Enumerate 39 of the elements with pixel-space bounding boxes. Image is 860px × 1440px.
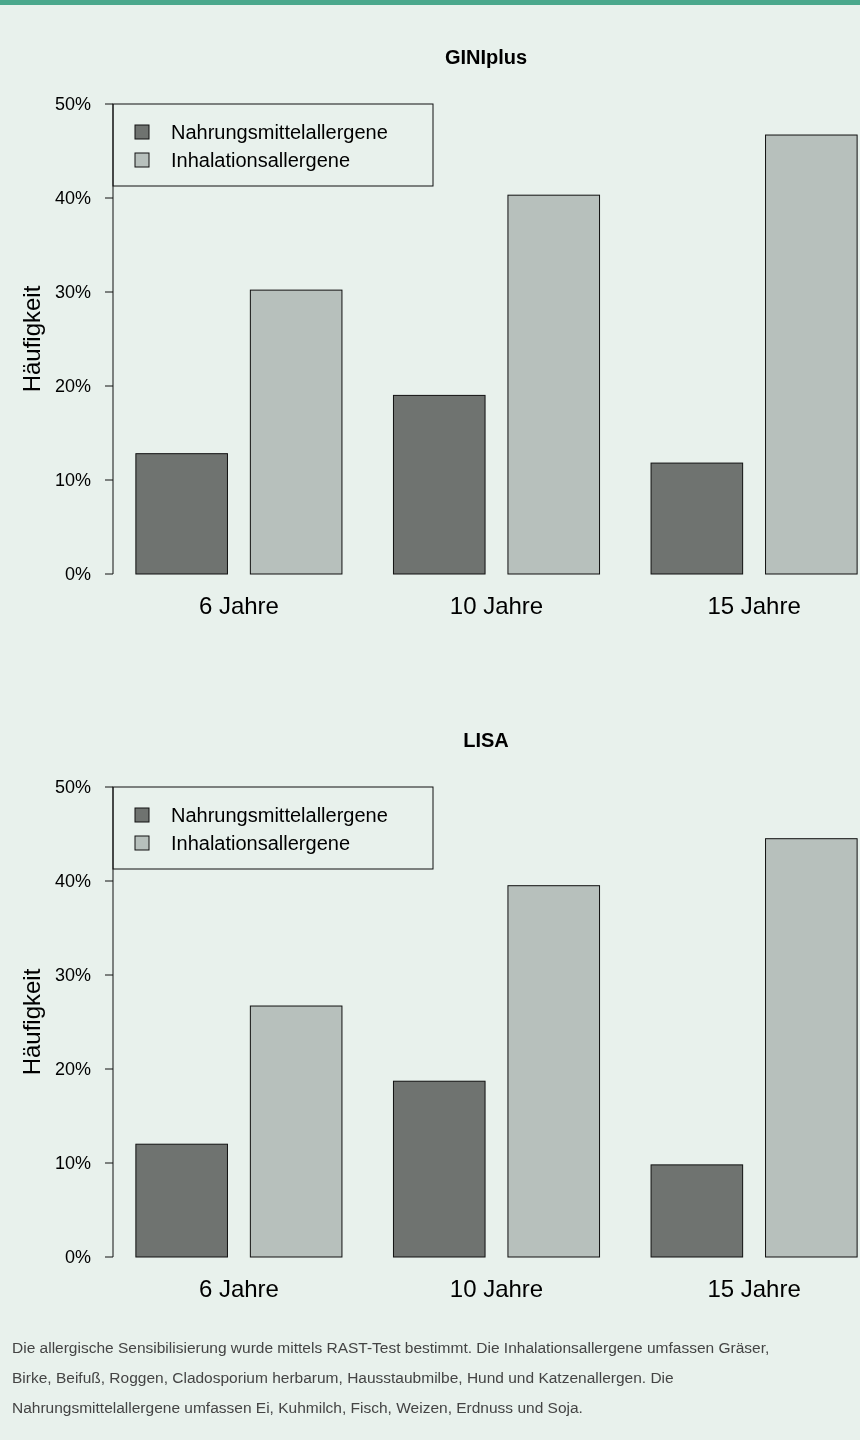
y-tick-label: 0% — [64, 1247, 91, 1268]
y-tick-label: 40% — [54, 188, 91, 209]
y-tick-label: 0% — [64, 564, 91, 585]
y-tick-label: 30% — [54, 965, 91, 986]
legend-label: Inhalationsallergene — [171, 832, 351, 854]
x-tick-label: 10 Jahre — [449, 592, 544, 619]
legend-label: Inhalationsallergene — [171, 149, 351, 171]
x-tick-label: 15 Jahre — [707, 1275, 801, 1302]
chart-title: LISA — [463, 729, 509, 751]
bar — [392, 1080, 486, 1258]
x-tick-label: 10 Jahre — [449, 1275, 544, 1302]
bar — [135, 453, 228, 575]
x-tick-label: 6 Jahre — [198, 592, 279, 619]
bar — [765, 838, 858, 1258]
bar — [249, 1005, 343, 1258]
y-tick-label: 10% — [54, 470, 91, 491]
bar — [765, 134, 858, 575]
y-tick-label: 20% — [54, 376, 91, 397]
bar — [507, 194, 601, 575]
text: Die allergische Sensibilisierung wurde mittels RAST-Test bestimmt. Die Inhalationsallergene umfassen Gräser, Birke, Beifuß, Roggen, Cladosporium herbarum, Hausstaubmilbe, Hund und Katzenallergen. Die Nahrungsmittelallergene umfassen Ei, Kuhmilch, Fisch, Weizen, Erdnuss und Soja. — [12, 1339, 770, 1416]
y-axis-title: Häufigkeit — [18, 285, 45, 393]
bar — [650, 462, 744, 575]
y-tick-label: 20% — [54, 1059, 91, 1080]
x-tick-label: 6 Jahre — [198, 1275, 279, 1302]
bar — [135, 1143, 228, 1258]
y-tick-label: 40% — [54, 871, 91, 892]
legend-label: Nahrungsmittelallergene — [171, 121, 388, 143]
y-tick-label: 30% — [54, 282, 91, 303]
y-axis-title: Häufigkeit — [18, 968, 45, 1076]
y-tick-label: 50% — [54, 94, 91, 115]
bar — [392, 394, 486, 575]
y-tick-label: 10% — [54, 1153, 91, 1174]
y-tick-label: 50% — [54, 777, 91, 798]
chart-title: GINIplus — [444, 46, 528, 68]
bar — [650, 1164, 744, 1258]
bar — [249, 289, 343, 575]
bar — [507, 885, 601, 1258]
legend-label: Nahrungsmittelallergene — [171, 804, 388, 826]
x-tick-label: 15 Jahre — [707, 592, 801, 619]
